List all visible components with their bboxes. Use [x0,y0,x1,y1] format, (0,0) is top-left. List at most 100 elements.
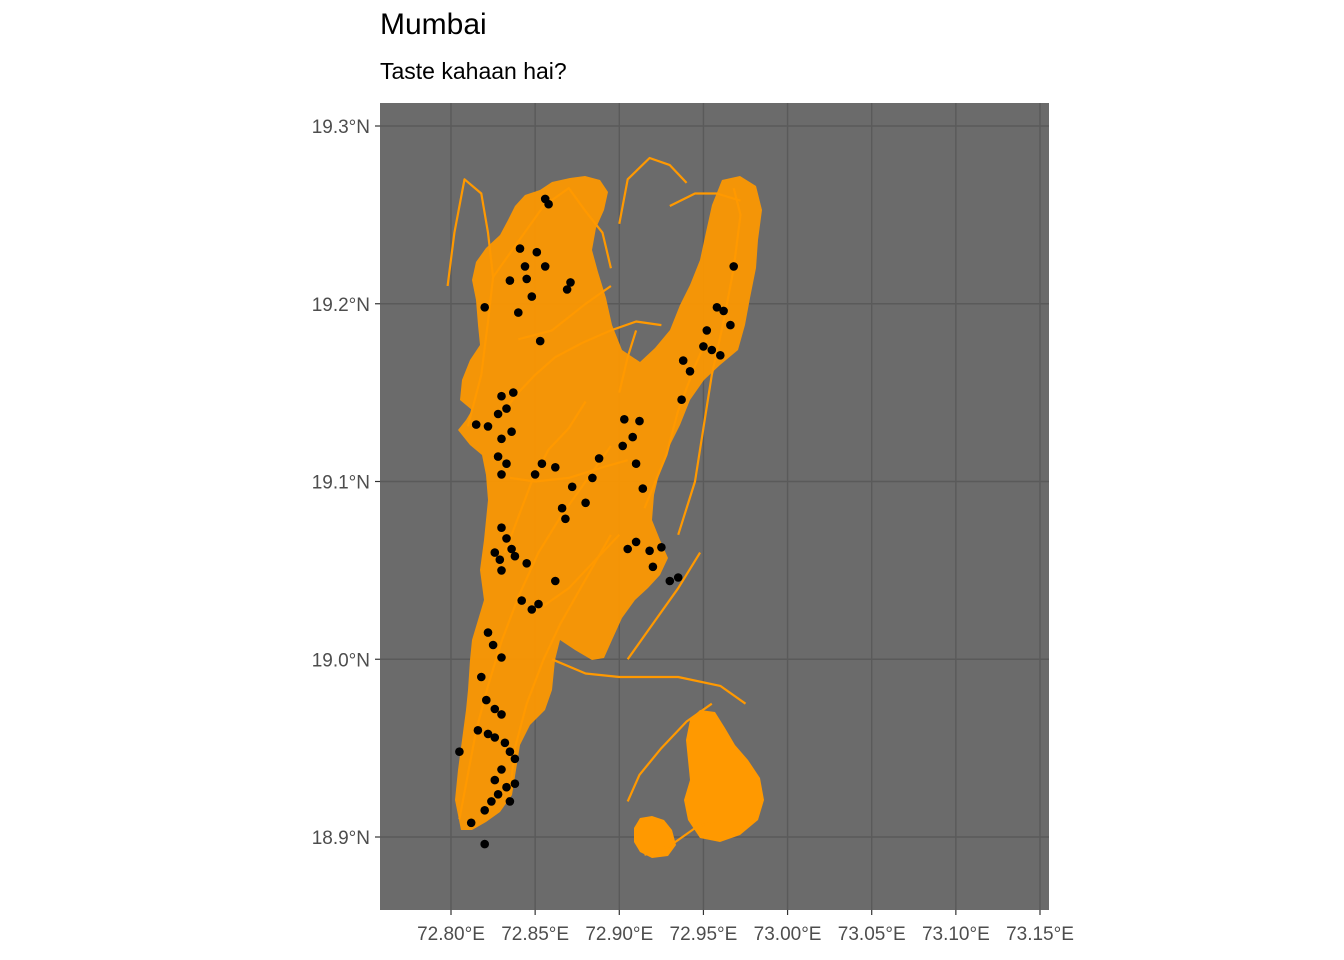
restaurant-point [534,599,543,609]
restaurant-point [490,704,500,714]
restaurant-point [517,596,526,605]
y-tick-label: 18.9°N [312,828,370,849]
restaurant-point [618,441,627,451]
restaurant-point [532,247,542,257]
y-tick-label: 19.1°N [312,473,370,494]
restaurant-point [648,562,658,572]
restaurant-point [712,303,722,312]
restaurant-point [628,432,637,442]
restaurant-point [594,454,604,463]
restaurant-point [527,605,537,614]
x-tick-label: 72.90°E [585,924,653,945]
restaurant-point [544,199,553,209]
restaurant-point [482,695,491,705]
restaurant-point [635,416,644,426]
restaurant-point [510,551,520,561]
road-2 [500,320,662,415]
restaurant-point [673,573,683,582]
road-1 [492,187,612,278]
axes: 72.80°E 72.85°E 72.90°E 72.95°E 73.00°E 73.05… [312,117,1074,945]
road-0 [446,178,495,427]
restaurant-point [540,262,550,271]
restaurant-point [502,404,511,413]
restaurant-point [480,839,490,849]
map-title: Mumbai [380,8,487,41]
restaurant-point [490,548,500,557]
restaurant-point [497,434,506,444]
road-4 [458,445,612,820]
restaurant-point [500,738,510,748]
road-14 [509,459,628,483]
restaurant-point [588,473,597,483]
restaurant-point [490,733,500,742]
restaurant-point [471,420,481,429]
x-tick-label: 72.85°E [501,924,569,945]
road-12 [626,702,713,802]
restaurant-point [497,765,506,774]
restaurant-point [537,459,547,469]
restaurant-point [509,388,518,397]
restaurant-point [678,356,688,365]
restaurant-point [473,726,483,735]
restaurant-point [466,818,476,828]
restaurant-point [483,628,493,637]
x-tick-label: 73.05°E [838,924,906,945]
road-8 [677,187,742,536]
restaurant-point [497,710,506,719]
road-15 [518,285,612,341]
restaurant-point [527,292,537,301]
restaurant-point [507,544,516,554]
restaurant-point [702,326,712,335]
road-7 [626,552,702,660]
road-6 [551,658,747,705]
restaurant-point [561,514,570,524]
restaurant-point [631,537,641,547]
road-17 [542,534,621,607]
restaurant-point [497,391,506,401]
restaurant-point [645,546,654,556]
restaurant-point [497,566,506,575]
restaurant-point [685,367,695,376]
restaurant-point [510,754,520,764]
restaurant-point [502,534,511,543]
restaurant-point [493,452,503,461]
y-tick-label: 19.3°N [312,117,370,138]
x-tick-label: 72.95°E [670,924,738,945]
restaurant-point [530,470,540,479]
restaurant-point [522,559,531,568]
road-16 [618,330,638,393]
restaurant-point [505,797,515,806]
restaurant-point [514,308,523,317]
restaurant-point [455,747,464,756]
restaurant-point [623,544,632,554]
restaurant-point [726,320,735,330]
restaurant-point [581,498,590,508]
restaurant-point [638,484,648,493]
restaurant-point [493,790,503,799]
restaurant-point [677,395,686,405]
restaurant-point [487,797,496,806]
restaurant-point [515,244,525,253]
restaurant-point [567,482,577,492]
restaurant-points [455,194,738,849]
road-5 [508,534,612,793]
restaurant-point [502,459,511,469]
x-tick-label: 73.00°E [754,924,822,945]
restaurant-point [505,747,515,756]
road-11 [618,156,688,225]
restaurant-point [707,345,717,355]
restaurant-point [495,555,505,564]
restaurant-point [505,276,515,285]
road-9 [643,338,708,509]
restaurant-point [535,336,545,346]
restaurant-point [480,303,490,312]
map-subtitle: Taste kahaan hai? [380,58,567,84]
restaurant-point [566,278,575,287]
y-tick-label: 19.2°N [312,295,370,316]
restaurant-point [477,672,486,682]
restaurant-point [699,342,708,351]
land-mumbai-island [455,176,762,830]
x-tick-label: 73.15°E [1006,924,1074,945]
restaurant-point [502,782,511,792]
